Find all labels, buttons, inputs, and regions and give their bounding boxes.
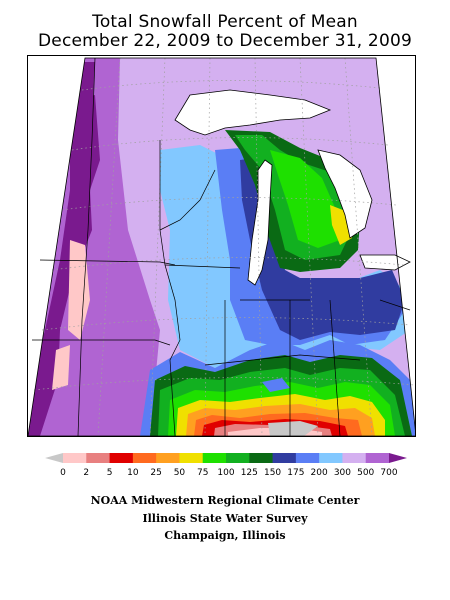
legend-swatch	[63, 453, 87, 463]
legend-swatch	[272, 453, 297, 463]
legend-swatch	[226, 453, 250, 463]
legend-swatch-min-arrow	[45, 453, 63, 463]
legend-label: 200	[311, 468, 328, 478]
legend-label: 100	[217, 468, 234, 478]
color-legend: 0 2 5 10 25 50 75 100 125 150 175 200 300 500 700	[45, 453, 407, 478]
zone-0-south	[268, 421, 318, 436]
legend-label: 10	[127, 468, 139, 478]
zone-175-200-island	[262, 378, 290, 392]
legend-label: 300	[334, 468, 351, 478]
legend-swatch	[365, 453, 390, 463]
graticule	[33, 57, 415, 437]
snowfall-color-layer	[28, 58, 416, 436]
legend-label: 2	[83, 468, 89, 478]
lake-michigan	[247, 159, 273, 286]
legend-swatch	[342, 453, 367, 463]
legend-swatch	[156, 453, 180, 463]
legend-label: 50	[174, 468, 186, 478]
legend-swatch	[109, 453, 134, 463]
snowfall-map	[27, 55, 416, 437]
zone-150-175	[240, 158, 405, 340]
legend-label: 0	[60, 468, 66, 478]
legend-label: 500	[357, 468, 374, 478]
credit-survey: Illinois State Water Survey	[142, 512, 308, 525]
map-subtitle-date-range: December 22, 2009 to December 31, 2009	[38, 31, 412, 51]
legend-label: 175	[287, 468, 304, 478]
legend-swatch-max-arrow	[389, 453, 407, 463]
lake-huron	[317, 149, 373, 239]
state-boundaries	[32, 57, 411, 437]
legend-label: 5	[107, 468, 113, 478]
legend-label: 700	[380, 468, 397, 478]
legend-labels: 0 2 5 10 25 50 75 100 125 150 175 200 300 500 700	[60, 468, 398, 478]
zone-2-5-west-lower	[52, 345, 70, 390]
legend-label: 150	[264, 468, 281, 478]
legend-swatch	[132, 453, 157, 463]
great-lakes	[174, 89, 411, 286]
legend-swatch	[86, 453, 110, 463]
zone-700-west	[28, 95, 100, 436]
legend-swatch	[249, 453, 273, 463]
legend-swatch	[295, 453, 320, 463]
credit-organization: NOAA Midwestern Regional Climate Center	[90, 494, 360, 507]
credit-location: Champaign, Illinois	[164, 529, 286, 542]
legend-label: 25	[150, 468, 161, 478]
legend-swatch	[202, 453, 227, 463]
map-border	[27, 55, 416, 437]
legend-swatches	[45, 453, 407, 463]
zone-2-5-west	[68, 240, 90, 340]
map-title: Total Snowfall Percent of Mean	[92, 12, 358, 32]
legend-label: 75	[197, 468, 208, 478]
lake-superior	[174, 89, 332, 136]
legend-label: 125	[241, 468, 258, 478]
legend-swatch	[179, 453, 204, 463]
legend-swatch	[319, 453, 343, 463]
